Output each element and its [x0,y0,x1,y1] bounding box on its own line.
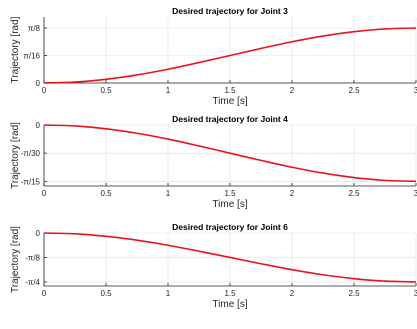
subplot-joint-3: 0 0.5 1 1.5 2 2.5 3 0 π/16 π/8 Desired trajectory … [10,6,417,107]
y-axis-label: Trajectory [rad] [10,16,21,83]
x-tick-label: 3 [414,86,417,95]
x-tick-label: 1.5 [224,86,236,95]
y-tick-label: 0 [36,229,41,238]
x-tick-label: 0.5 [100,86,112,95]
x-tick-label: 3 [414,189,417,198]
x-tick-label: 2.5 [348,189,360,198]
y-tick-label: 0 [36,79,41,88]
x-tick-label: 0.5 [100,289,112,298]
y-tick-label: π/8 [28,24,41,33]
y-axis-label: Trajectory [rad] [10,226,21,293]
x-tick-label: 2.5 [348,289,360,298]
x-tick-label: 3 [414,289,417,298]
x-axis-label: Time [s] [212,96,247,107]
x-tick-label: 1 [166,189,171,198]
y-tick-label: 0 [36,121,41,130]
chart-title: Desired trajectory for Joint 4 [172,114,288,124]
y-tick-label: -π/15 [21,177,41,186]
x-tick-label: 1.5 [224,289,236,298]
x-tick-label: 1 [166,86,171,95]
x-tick-label: 0 [42,86,47,95]
x-tick-label: 2 [290,289,295,298]
x-tick-label: 0.5 [100,189,112,198]
trajectory-line [43,232,417,283]
y-tick-label: -π/4 [25,278,40,287]
x-tick-label: 0 [42,289,47,298]
x-tick-label: 2 [290,86,295,95]
chart-title: Desired trajectory for Joint 6 [172,222,288,232]
y-tick-label: π/16 [23,51,40,60]
x-tick-label: 1.5 [224,189,236,198]
chart-title: Desired trajectory for Joint 3 [172,6,288,16]
subplot-joint-4: 0 0.5 1 1.5 2 2.5 3 0 -π/30 -π/15 Desired trajecto… [10,114,417,210]
x-tick-label: 1 [166,289,171,298]
trajectory-line [43,124,417,183]
x-axis-label: Time [s] [212,199,247,210]
y-axis-label: Trajectory [rad] [10,122,21,189]
x-tick-label: 2.5 [348,86,360,95]
x-axis-label: Time [s] [212,299,247,310]
y-tick-label: -π/30 [21,149,41,158]
x-tick-label: 2 [290,189,295,198]
y-tick-label: -π/8 [25,253,40,262]
x-tick-label: 0 [42,189,47,198]
trajectory-line [43,27,417,84]
subplot-joint-6: 0 0.5 1 1.5 2 2.5 3 0 -π/8 -π/4 Desired trajectory… [10,222,417,310]
